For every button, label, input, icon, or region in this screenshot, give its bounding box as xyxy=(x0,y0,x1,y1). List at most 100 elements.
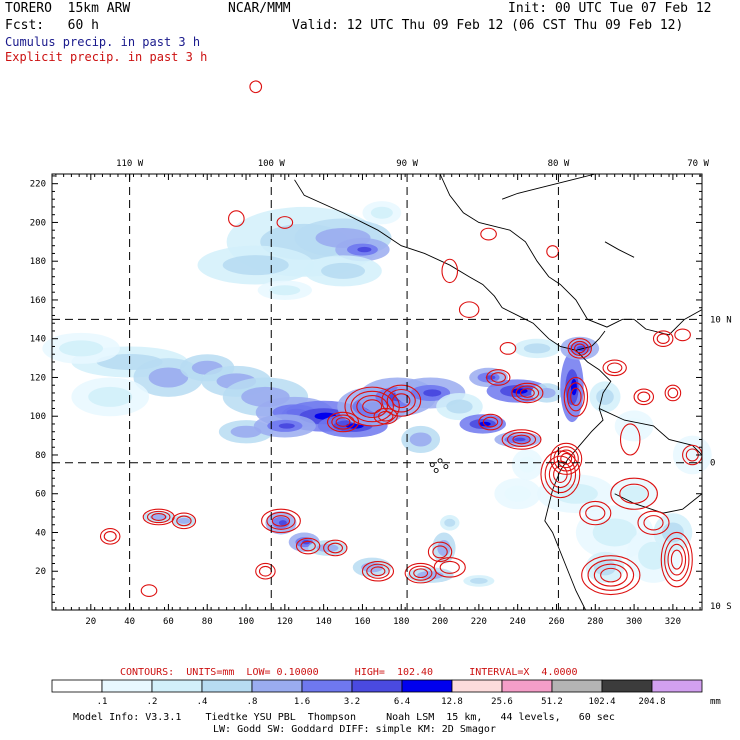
colorbar-swatch xyxy=(351,679,403,693)
colorbar-swatch xyxy=(551,679,603,693)
center-label: NCAR/MMM xyxy=(228,1,291,16)
explicit-precip-contour xyxy=(652,330,674,348)
longitude-label: 90 W xyxy=(396,159,418,169)
coastline-segment xyxy=(501,173,596,200)
y-tick-label: 80 xyxy=(35,451,46,461)
precip-cell xyxy=(560,336,600,361)
precip-cell xyxy=(436,392,483,421)
precip-cell xyxy=(71,377,150,417)
latitude-label: 10 N xyxy=(710,315,732,325)
explicit-precip-contour xyxy=(478,413,503,431)
explicit-precip-contour xyxy=(261,508,301,534)
x-tick-label: 120 xyxy=(277,617,293,627)
explicit-precip-contour xyxy=(171,512,197,530)
explicit-precip-contour xyxy=(593,563,628,587)
precip-cell xyxy=(172,515,196,527)
explicit-precip-contour xyxy=(381,384,422,417)
colorbar-level-label: .8 xyxy=(247,697,258,707)
explicit-precip-contour xyxy=(585,505,606,521)
explicit-precip-contour xyxy=(99,528,121,545)
precip-cell xyxy=(589,381,621,413)
precip-cell xyxy=(308,540,347,556)
colorbar-swatch xyxy=(451,679,503,693)
explicit-precip-contour xyxy=(344,386,400,427)
colorbar-swatch xyxy=(151,679,203,693)
explicit-precip-contour xyxy=(327,542,343,554)
model-info: Model Info: V3.3.1 Tiedtke YSU PBL Thomp… xyxy=(73,712,615,723)
x-tick-label: 80 xyxy=(202,617,213,627)
explicit-precip-contour xyxy=(540,450,581,499)
explicit-precip-contour xyxy=(546,245,559,258)
y-tick-label: 100 xyxy=(30,412,46,422)
explicit-precip-contour xyxy=(570,387,582,407)
colorbar-swatch xyxy=(201,679,253,693)
y-tick-label: 140 xyxy=(30,335,46,345)
explicit-precip-contour xyxy=(408,565,433,581)
explicit-precip-contour xyxy=(656,333,670,345)
explicit-precip-contour xyxy=(563,376,589,417)
explicit-precip-contour xyxy=(326,411,360,433)
explicit-precip-contour xyxy=(581,555,641,596)
precip-cell xyxy=(511,449,543,481)
y-tick-label: 160 xyxy=(30,296,46,306)
colorbar-swatch xyxy=(251,679,303,693)
explicit-precip-contour xyxy=(670,549,683,570)
longitude-label: 80 W xyxy=(548,159,570,169)
explicit-precip-contour xyxy=(574,343,586,354)
explicit-precip-contour xyxy=(660,531,693,588)
explicit-precip-contour xyxy=(579,500,612,526)
colorbar-level-label: 6.4 xyxy=(394,697,410,707)
x-tick-label: 160 xyxy=(354,617,370,627)
latitude-label: 0 xyxy=(710,459,715,469)
precip-cell xyxy=(253,414,316,438)
explicit-precip-contour xyxy=(146,510,171,524)
x-tick-label: 300 xyxy=(626,617,642,627)
x-tick-label: 240 xyxy=(510,617,526,627)
colorbar-swatch xyxy=(401,679,453,693)
coastline-segment xyxy=(598,408,703,456)
precip-cell xyxy=(197,245,314,285)
colorbar-level-label: 51.2 xyxy=(541,697,563,707)
precip-cell xyxy=(257,280,312,300)
explicit-precip-contour xyxy=(271,515,291,527)
map-grid xyxy=(52,174,702,610)
y-tick-label: 120 xyxy=(30,373,46,383)
precip-cell xyxy=(335,237,390,262)
physics-info: LW: Godd SW: Goddard DIFF: simple KM: 2D… xyxy=(213,724,496,735)
island-outline xyxy=(437,458,443,464)
explicit-precip-contour xyxy=(378,410,394,422)
explicit-precip-contour xyxy=(512,434,531,445)
x-tick-label: 100 xyxy=(238,617,254,627)
explicit-precip-contour xyxy=(249,80,263,94)
valid-time: Valid: 12 UTC Thu 09 Feb 12 (06 CST Thu … xyxy=(292,18,684,33)
explicit-precip-contour xyxy=(667,543,687,576)
x-tick-label: 40 xyxy=(124,617,135,627)
explicit-precip-contour xyxy=(501,429,542,450)
explicit-precip-contour xyxy=(300,540,316,552)
explicit-precip-contour xyxy=(458,301,480,318)
explicit-precip-contour xyxy=(356,395,389,419)
precip-cell xyxy=(143,511,175,523)
coastline-segment xyxy=(604,241,635,258)
explicit-precip-contour xyxy=(515,385,540,401)
precip-cell xyxy=(560,352,584,423)
longitude-label: 100 W xyxy=(258,159,286,169)
explicit-precip-contour xyxy=(553,465,568,484)
colorbar-swatch xyxy=(501,679,553,693)
explicit-precip-contour xyxy=(637,510,670,535)
coastline-segment xyxy=(439,173,635,328)
x-tick-label: 180 xyxy=(393,617,409,627)
y-tick-label: 60 xyxy=(35,490,46,500)
explicit-precip-contour xyxy=(176,515,192,527)
colorbar-level-label: .1 xyxy=(97,697,108,707)
explicit-precip-contour xyxy=(370,566,386,577)
colorbar-level-label: .4 xyxy=(197,697,208,707)
explicit-precip-contour xyxy=(506,431,537,448)
y-tick-label: 40 xyxy=(35,528,46,538)
explicit-precip-contour xyxy=(480,227,497,241)
axes: 20 40 60 80 100 120 140 160 180 200 220 240 260 280 30… xyxy=(30,159,732,627)
colorbar-swatch xyxy=(651,679,703,693)
island-outline xyxy=(433,468,439,473)
explicit-precip-contour xyxy=(643,515,664,531)
explicit-precip-contour xyxy=(366,563,390,579)
